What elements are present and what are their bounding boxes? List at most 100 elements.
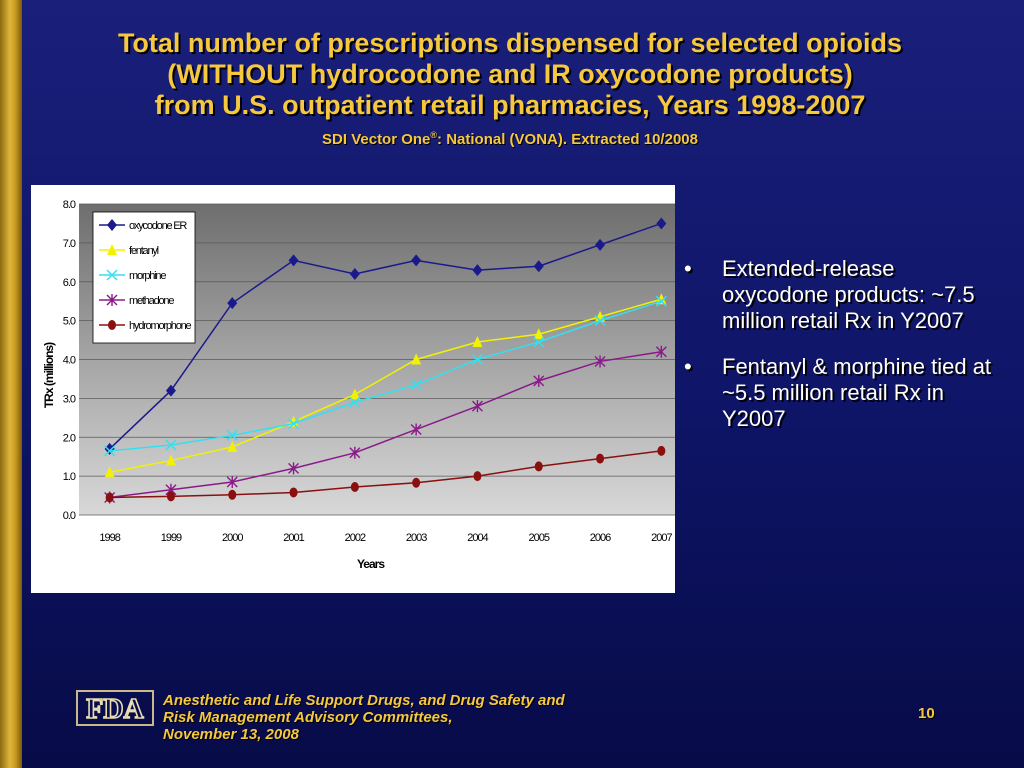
bullet-text: Fentanyl & morphine tied at ~5.5 million… bbox=[722, 354, 992, 431]
data-point bbox=[594, 315, 606, 327]
data-point bbox=[533, 336, 545, 348]
legend-label: hydromorphone bbox=[129, 320, 192, 332]
data-point bbox=[594, 355, 606, 368]
data-point bbox=[289, 487, 298, 498]
y-axis-title: TRx (millions) bbox=[42, 342, 56, 408]
x-tick-label: 2002 bbox=[345, 532, 366, 544]
logo-text: FDA bbox=[86, 694, 144, 725]
data-point bbox=[471, 400, 483, 413]
y-tick-label: 1.0 bbox=[63, 471, 76, 483]
title-line-1: Total number of prescriptions dispensed … bbox=[117, 28, 903, 58]
line-chart: 0.0 1.0 2.0 3.0 4.0 5.0 6.0 7.0 8.0 1998 1999 2000 2… bbox=[42, 199, 675, 571]
slide-title: Total number of prescriptions dispensed … bbox=[40, 28, 980, 121]
title-line-2: (WITHOUT hydrocodone and IR oxycodone pr… bbox=[167, 59, 853, 89]
registered-mark: ® bbox=[430, 130, 438, 140]
subtitle-extract: : National (VONA). Extracted 10/2008 bbox=[437, 131, 698, 148]
data-point bbox=[349, 446, 361, 459]
data-point bbox=[533, 374, 545, 387]
data-point bbox=[412, 477, 421, 488]
page-number: 10 bbox=[918, 705, 935, 722]
chart-panel: 0.0 1.0 2.0 3.0 4.0 5.0 6.0 7.0 8.0 1998 1999 2000 2… bbox=[31, 185, 675, 593]
data-point bbox=[226, 429, 238, 441]
data-point bbox=[104, 442, 115, 455]
legend-marker bbox=[106, 294, 118, 306]
data-point bbox=[410, 379, 422, 391]
data-point bbox=[165, 384, 176, 397]
data-point bbox=[350, 482, 359, 493]
bullet-dot: • bbox=[684, 256, 692, 281]
footer-line-2: Risk Management Advisory Committees, bbox=[163, 709, 453, 726]
series-line bbox=[109, 298, 662, 473]
data-point bbox=[472, 264, 483, 277]
data-point bbox=[227, 440, 238, 452]
left-accent-bar bbox=[0, 0, 22, 768]
data-point bbox=[165, 439, 177, 451]
x-tick-label: 2004 bbox=[467, 532, 488, 544]
data-point bbox=[473, 471, 482, 482]
data-point bbox=[656, 217, 667, 230]
data-point bbox=[228, 489, 237, 500]
title-line-3: from U.S. outpatient retail pharmacies, … bbox=[154, 90, 866, 120]
data-point bbox=[104, 466, 115, 478]
x-tick-label: 2006 bbox=[590, 532, 611, 544]
x-tick-label: 2000 bbox=[222, 532, 243, 544]
bullet-list: • Extended-release oxycodone products: ~… bbox=[684, 256, 1004, 452]
data-point bbox=[533, 328, 544, 340]
y-tick-label: 5.0 bbox=[63, 316, 76, 328]
data-point bbox=[596, 453, 605, 464]
fda-logo: FDA bbox=[76, 690, 154, 726]
y-tick-label: 6.0 bbox=[63, 277, 76, 289]
bullet-dot: • bbox=[684, 354, 692, 379]
y-tick-label: 7.0 bbox=[63, 238, 76, 250]
y-tick-label: 8.0 bbox=[63, 199, 76, 211]
data-point bbox=[349, 388, 360, 400]
series-line bbox=[109, 450, 662, 499]
data-point bbox=[655, 345, 667, 358]
data-point bbox=[595, 238, 606, 251]
subtitle-source: SDI Vector One bbox=[322, 131, 431, 148]
series-line bbox=[109, 350, 662, 499]
data-point bbox=[226, 475, 238, 488]
slide-subtitle: SDI Vector One®: National (VONA). Extrac… bbox=[40, 130, 980, 148]
x-tick-label: 2003 bbox=[406, 532, 427, 544]
data-point bbox=[227, 297, 238, 310]
legend-label: morphine bbox=[129, 270, 166, 282]
y-tick-label: 4.0 bbox=[63, 355, 76, 367]
x-tick-label: 1998 bbox=[99, 532, 120, 544]
bullet-text: Extended-release oxycodone products: ~7.… bbox=[722, 256, 975, 333]
data-point bbox=[534, 461, 543, 472]
legend-label: methadone bbox=[129, 295, 174, 307]
data-point bbox=[105, 492, 114, 503]
x-tick-label: 2007 bbox=[651, 532, 672, 544]
data-point bbox=[349, 396, 361, 408]
data-point bbox=[166, 491, 175, 502]
data-point bbox=[472, 336, 483, 348]
footer-line-1: Anesthetic and Life Support Drugs, and D… bbox=[163, 692, 565, 709]
x-tick-label: 2005 bbox=[529, 532, 550, 544]
legend-marker bbox=[107, 219, 117, 231]
data-point bbox=[533, 260, 544, 273]
series-line bbox=[109, 300, 662, 452]
footer: Anesthetic and Life Support Drugs, and D… bbox=[163, 692, 565, 743]
legend-marker bbox=[106, 269, 118, 281]
series-line bbox=[109, 222, 662, 450]
data-point bbox=[657, 445, 666, 456]
x-tick-label: 1999 bbox=[161, 532, 182, 544]
data-point bbox=[471, 353, 483, 366]
bullet-item: • Fentanyl & morphine tied at ~5.5 milli… bbox=[684, 354, 1004, 432]
data-point bbox=[288, 418, 300, 430]
legend-label: fentanyl bbox=[129, 245, 159, 257]
legend-marker bbox=[107, 244, 117, 255]
x-tick-label: 2001 bbox=[283, 532, 304, 544]
data-point bbox=[411, 254, 422, 267]
data-point bbox=[288, 254, 299, 267]
y-tick-label: 0.0 bbox=[63, 510, 76, 522]
legend-label: oxycodone ER bbox=[129, 220, 187, 232]
data-point bbox=[349, 267, 360, 280]
bullet-item: • Extended-release oxycodone products: ~… bbox=[684, 256, 1004, 334]
data-point bbox=[411, 353, 422, 365]
data-point bbox=[655, 295, 667, 307]
x-axis-title: Years bbox=[357, 557, 385, 571]
y-tick-label: 2.0 bbox=[63, 432, 76, 444]
data-point bbox=[104, 445, 116, 457]
